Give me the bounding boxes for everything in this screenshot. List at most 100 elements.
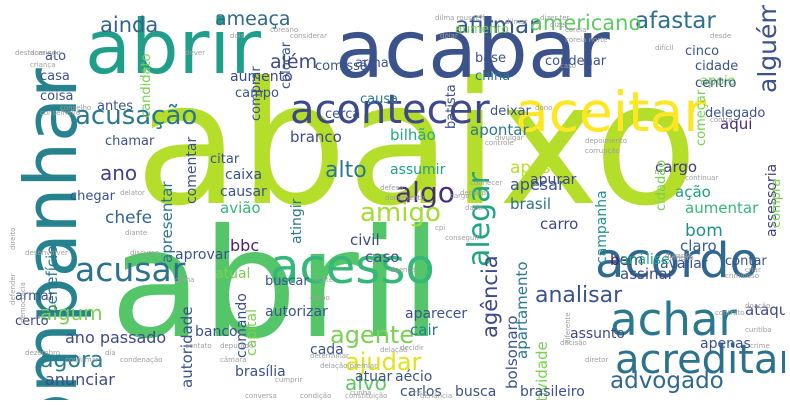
cloud-word: apoio [700,74,736,89]
cloud-word: criar [745,266,761,274]
cloud-word: decidir [400,344,424,352]
cloud-word: advogado [610,368,724,394]
cloud-word: brasil [510,195,552,213]
cloud-word: causar [220,184,267,200]
cloud-word: carro [540,215,579,233]
cloud-word: dizer [550,21,568,29]
cloud-word: dólar [440,32,458,40]
cloud-word: abrir [85,5,262,91]
cloud-word: algum [40,301,103,325]
cloud-word: anunciar [45,370,115,389]
cloud-word: buscar [265,274,309,289]
cloud-word: conselho [60,104,92,112]
cloud-word: condenação [120,356,163,364]
cloud-word: ajudar [345,348,422,376]
cloud-word: deputado [220,342,254,350]
cloud-word: corpo [310,294,330,302]
cloud-word: busca [455,384,497,400]
cloud-word: brasília [235,364,286,380]
cloud-word: cumprir [275,376,303,384]
cloud-word: ataque [745,301,785,319]
cloud-word: aumento [455,22,509,36]
cloud-word: continuar [685,174,719,182]
cloud-word: domingo [30,49,61,57]
cloud-word: dado [465,204,483,212]
cloud-word: ano [100,161,138,185]
cloud-word: cinco [685,44,720,59]
cloud-word: caso [560,62,577,70]
cloud-word: atual [215,266,251,282]
cloud-word: bem [610,251,644,269]
cloud-word: difícil [655,44,674,52]
cloud-word: armar [15,289,55,304]
cloud-word: câmara [220,356,247,364]
cloud-word: citar [210,152,240,167]
cloud-word: amigo [360,198,441,228]
cloud-word: autorizar [265,304,328,320]
cloud-word: dois [230,32,245,40]
cloud-word: claro [680,237,717,255]
cloud-word: delação premiar [320,362,378,370]
cloud-word: cerca [325,107,361,122]
cloud-word: apontar [470,121,529,139]
cloud-word: conversa [245,392,277,400]
cloud-word: brasileiro [520,384,585,400]
cloud-word: após [510,158,551,178]
cloud-word: crime [750,342,770,350]
cloud-word: ato [45,49,67,64]
cloud-word: coreia [565,26,587,34]
cloud-word: banco [195,324,238,340]
cloud-word: dia [105,349,116,357]
cloud-word: corte [315,276,334,284]
cloud-word: conseguir [445,234,480,242]
cloud-word: determinar [310,352,349,360]
cloud-word: delação [380,346,408,354]
cloud-word: cada [310,342,344,358]
cloud-word: chefe [105,208,153,228]
cloud-word: coisa [40,89,74,104]
cloud-word: aqui [720,115,753,133]
cloud-word: ação [675,183,711,201]
cloud-word: aceitar [515,80,706,144]
cloud-word: condição [300,392,332,400]
cloud-word: defesa [380,184,404,192]
cloud-word: direito [9,227,17,251]
cloud-word: abaixo [135,46,698,244]
cloud-word: divulgar [495,134,524,142]
cloud-word: cargo [655,158,698,176]
cloud-word: alvo [345,371,387,395]
cloud-word: cunha [350,389,372,397]
cloud-word: cair [410,321,438,339]
cloud-word: afirmar [455,13,539,39]
cloud-word: condenar [545,54,607,69]
cloud-word: apenas [700,336,751,352]
cloud-word: colocar [279,42,294,90]
cloud-word: campo [235,86,279,101]
cloud-word: base [475,51,506,66]
cloud-word: além [270,51,318,73]
cloud-word: bom [685,221,723,241]
cloud-word: dilma rousseff [435,14,485,22]
cloud-word: doação [745,302,771,310]
cloud-word: batista [444,84,459,130]
cloud-word: acusar [75,250,186,289]
cloud-word: comprar [249,66,264,122]
cloud-word: caso [365,248,400,266]
cloud-word: bbc [230,236,260,255]
cloud-word: declarar [460,189,489,197]
cloud-word: agente [330,321,415,349]
cloud-word: dilma [175,276,195,284]
cloud-word: cidadão [654,160,669,212]
cloud-word: considerar [290,32,327,40]
cloud-word: acusação [75,101,198,131]
cloud-word: chamar [105,134,155,149]
cloud-word: democracia [19,282,27,324]
cloud-word: durante [665,252,693,260]
cloud-word: dizer ter [540,14,570,22]
cloud-word: contar [725,254,767,269]
cloud-word: alguém [753,5,782,93]
cloud-word: depoimento [585,137,628,145]
cloud-word: cidade [695,59,739,74]
cloud-word: candidato [139,53,154,118]
cloud-word: caixa [225,167,263,183]
